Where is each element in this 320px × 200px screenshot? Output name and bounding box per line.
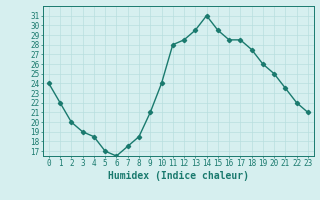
X-axis label: Humidex (Indice chaleur): Humidex (Indice chaleur) (108, 171, 249, 181)
